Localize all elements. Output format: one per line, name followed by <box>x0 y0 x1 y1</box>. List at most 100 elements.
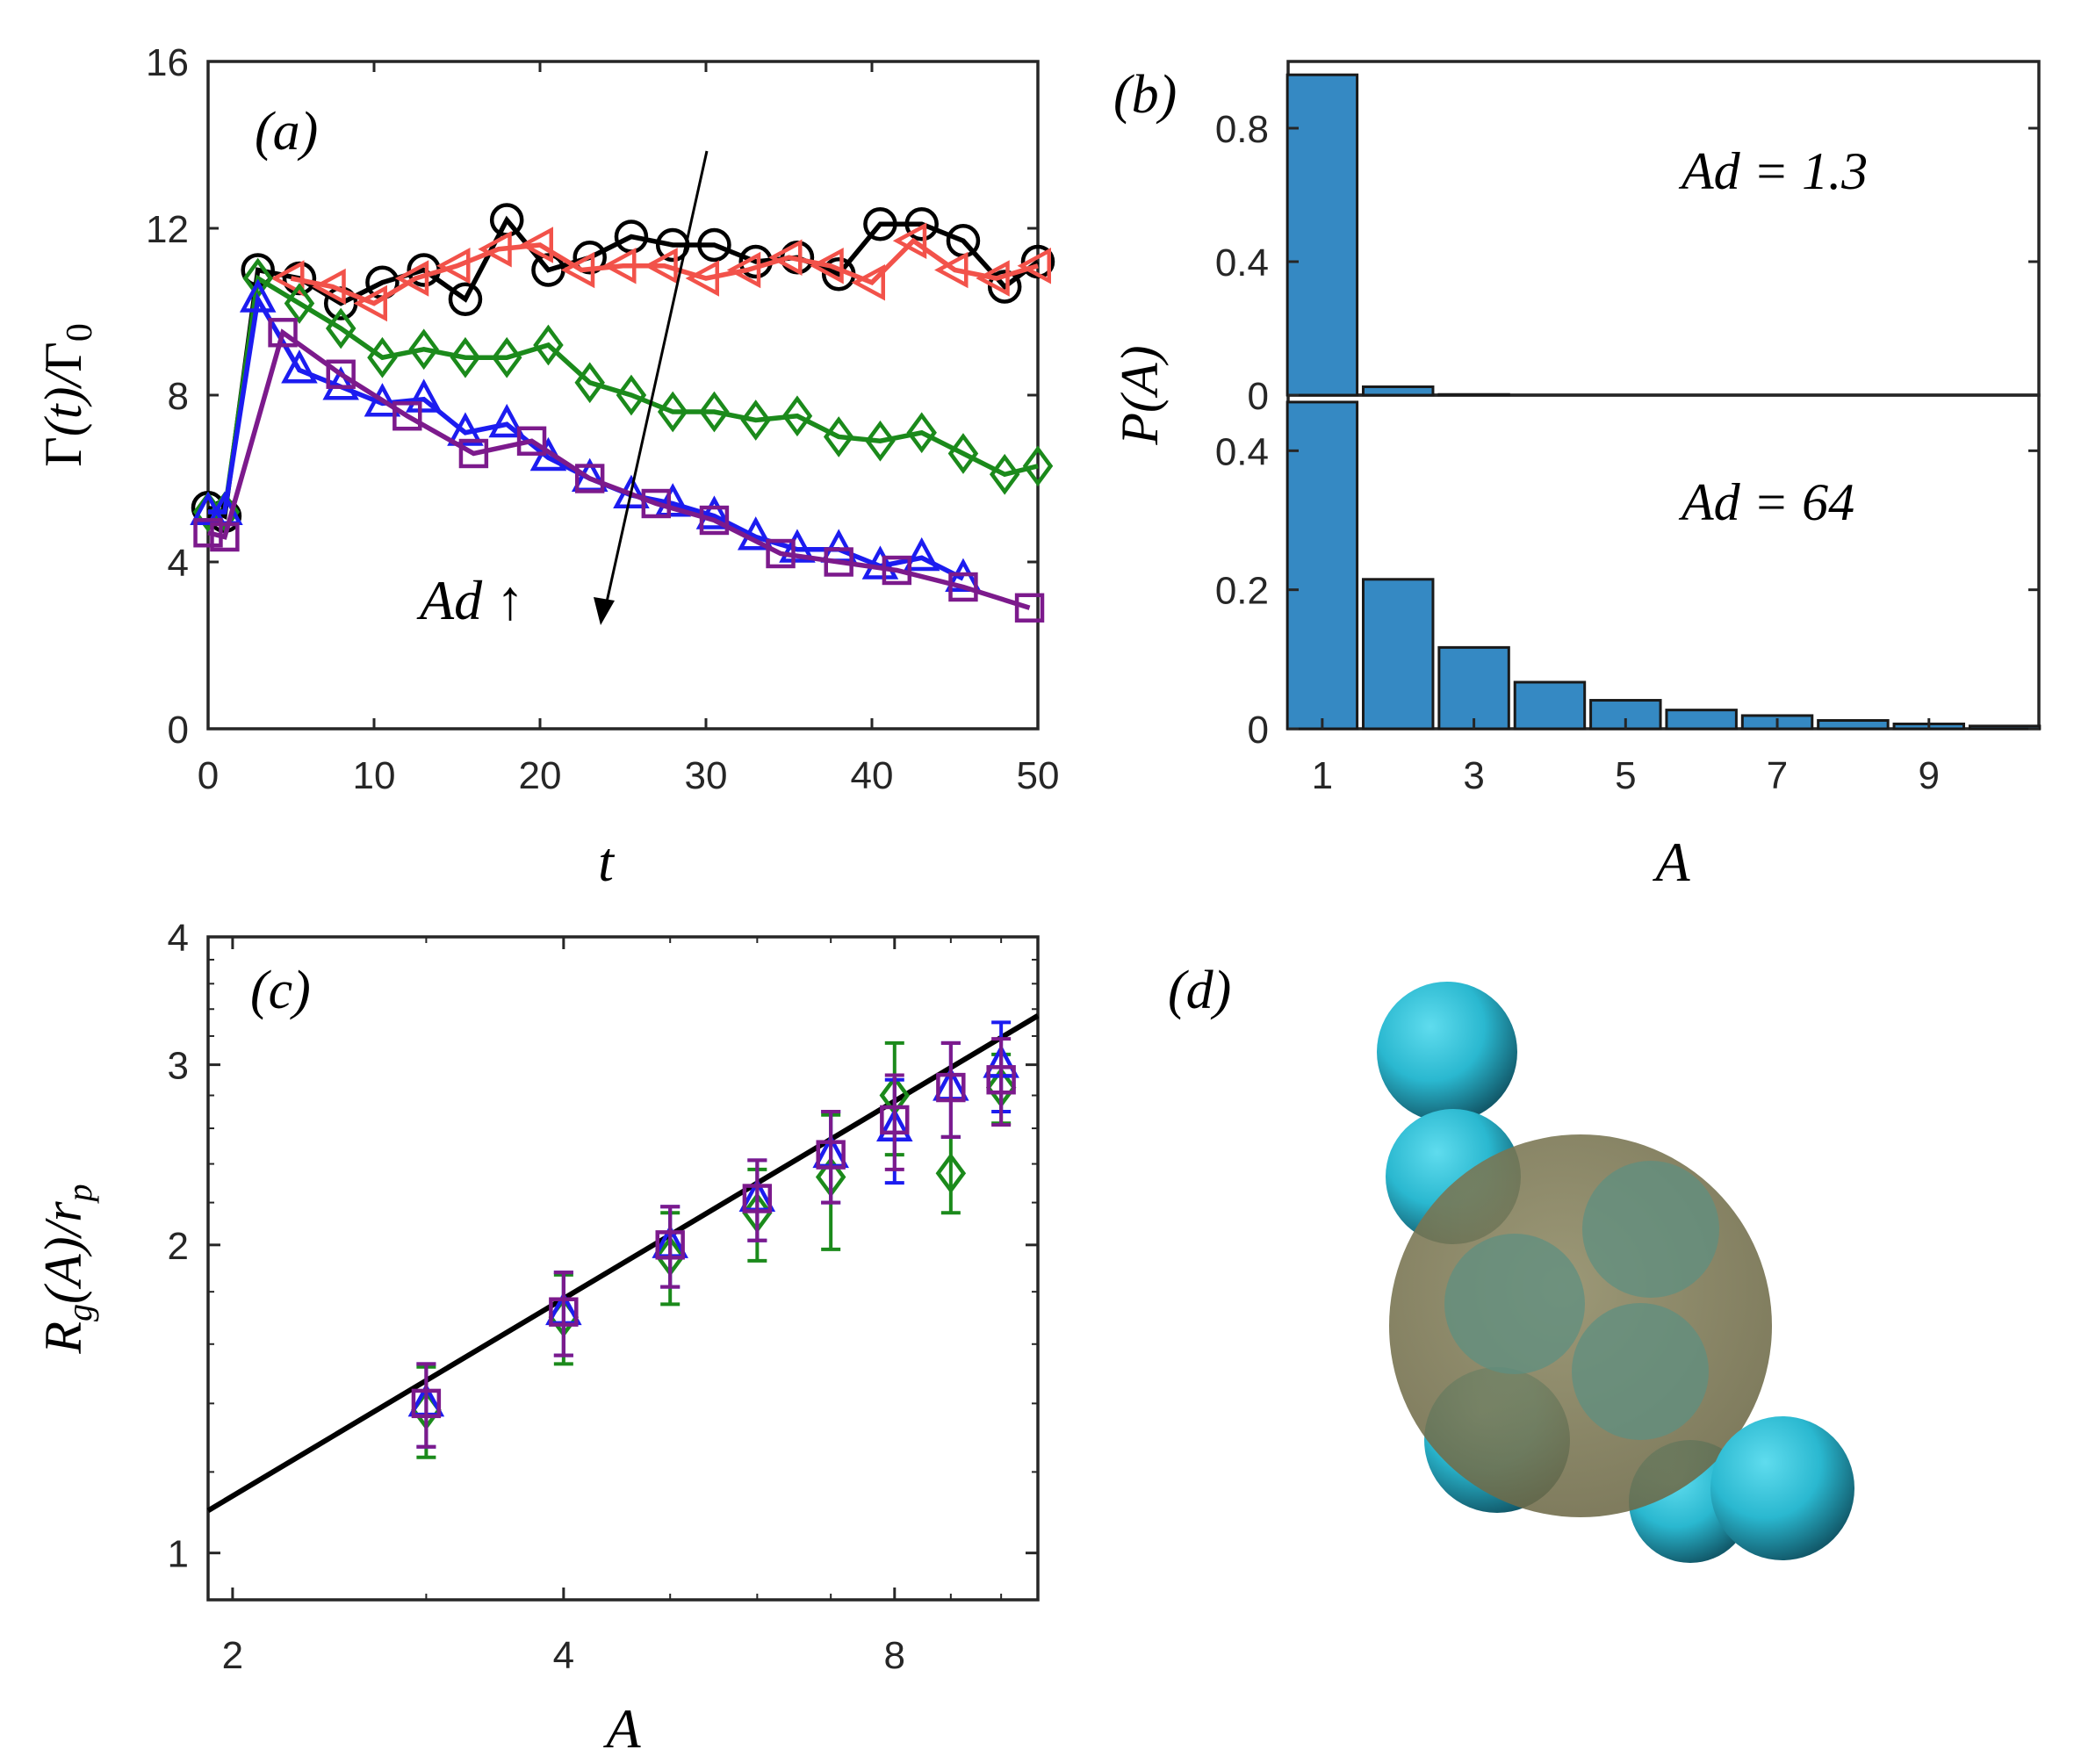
panel-a-annotation: Ad ↑ <box>416 569 524 631</box>
data-point-triangle-left <box>394 260 429 297</box>
data-point-triangle-left <box>519 227 553 263</box>
histogram-bar <box>1285 73 1359 397</box>
panel-a-ticks: 0 10 20 30 40 50 0 4 8 12 16 <box>146 41 1059 797</box>
data-point-diamond <box>781 395 813 437</box>
data-point-square <box>880 1105 910 1135</box>
data-point-triangle-up <box>903 536 940 572</box>
y-tick-label: 8 <box>168 375 189 418</box>
data-point-triangle-left <box>976 260 1010 297</box>
data-point-diamond <box>325 307 356 349</box>
panel-b-top-axes-box <box>1286 60 2041 397</box>
data-point-diamond <box>989 453 1020 495</box>
panel-b-bars <box>1285 73 2042 731</box>
data-point-square <box>1014 593 1045 623</box>
panel-b-label: (b) <box>1113 65 1177 125</box>
y-tick-label: 0 <box>1248 375 1269 418</box>
power-law-fit-line <box>206 1013 1040 1514</box>
data-point-triangle-up <box>281 349 318 384</box>
y-tick-label: 4 <box>168 542 189 585</box>
panel-a-arrow-head <box>594 597 615 625</box>
series-line <box>207 328 1031 610</box>
panel-c-ylabel: Rg(A)/rp <box>34 1184 99 1354</box>
panel-d-cluster-render: (d) <box>1168 961 1854 1563</box>
y-tick-label: 1 <box>168 1533 189 1576</box>
data-point-triangle-left <box>768 239 803 277</box>
data-point-diamond <box>1022 445 1054 487</box>
data-point-square <box>766 538 796 569</box>
panel-a-xlabel: t <box>598 831 616 893</box>
data-point-triangle-up <box>861 545 899 580</box>
data-point-circle <box>863 207 897 241</box>
particle-sphere <box>1572 1303 1709 1440</box>
series-line <box>208 274 1039 515</box>
data-point-triangle-up <box>447 412 484 446</box>
y-tick-label: 0.8 <box>1215 108 1269 151</box>
data-point-circle <box>655 227 690 263</box>
x-tick-label: 0 <box>198 754 219 797</box>
data-point-square <box>193 518 223 548</box>
data-point-triangle-up <box>820 529 857 563</box>
data-point-circle <box>904 207 939 241</box>
data-point-triangle-left <box>1017 247 1051 284</box>
panel-b-ticks: 0 0.4 0.8 0 0.2 0.4 1 3 5 7 9 <box>1215 108 2039 797</box>
particle-sphere <box>1710 1416 1854 1560</box>
panel-b-bar-chart: 0 0.4 0.8 0 0.2 0.4 1 3 5 7 9 (b) Ad = 1.3 Ad = 64… <box>1111 60 2042 893</box>
data-point-diamond <box>865 420 896 462</box>
data-point-diamond <box>935 1152 967 1194</box>
data-point-circle <box>987 270 1022 304</box>
data-point-diamond <box>823 416 854 457</box>
panel-c-fit <box>206 1013 1040 1514</box>
data-point-triangle-left <box>892 222 927 260</box>
data-point-circle <box>697 227 731 263</box>
data-point-triangle-left <box>685 260 719 297</box>
data-point-triangle-up <box>405 378 443 413</box>
panel-c-xlabel: A <box>602 1697 641 1760</box>
x-tick-label: 30 <box>685 754 728 797</box>
data-point-square <box>268 318 298 348</box>
panel-a-label: (a) <box>255 102 318 162</box>
data-point-square <box>742 1184 773 1213</box>
particle-sphere <box>1582 1161 1719 1298</box>
histogram-bar <box>1362 385 1435 397</box>
panel-a-arrow-shaft <box>604 150 709 607</box>
x-tick-label: 5 <box>1615 754 1636 797</box>
data-point-diamond <box>740 400 771 441</box>
data-point-diamond <box>408 328 439 371</box>
panel-d-label: (d) <box>1168 961 1231 1020</box>
data-point-diamond <box>450 336 481 378</box>
data-point-diamond <box>367 336 398 378</box>
histogram-bar <box>1437 392 1510 397</box>
panel-a-line-chart: 0 10 20 30 40 50 0 4 8 12 16 (a) Ad ↑ t Γ(t)/Γ0 <box>34 41 1059 893</box>
data-point-square <box>516 426 547 456</box>
x-tick-label: 1 <box>1312 754 1333 797</box>
data-point-triangle-left <box>851 263 885 301</box>
histogram-bar <box>1437 645 1510 731</box>
histogram-bar <box>1362 578 1435 731</box>
data-point-square <box>936 1072 966 1103</box>
data-point-diamond <box>616 374 647 416</box>
data-point-diamond <box>657 391 688 433</box>
data-point-triangle-up <box>364 383 401 417</box>
panel-b-annotation-bottom: Ad = 64 <box>1678 473 1854 531</box>
y-tick-label: 0.2 <box>1215 570 1269 613</box>
data-point-triangle-left <box>353 284 387 322</box>
y-tick-label: 0.4 <box>1215 430 1269 473</box>
data-point-diamond <box>491 336 522 378</box>
y-tick-label: 16 <box>146 41 189 84</box>
x-tick-label: 50 <box>1017 754 1060 797</box>
data-point-square <box>655 1230 685 1260</box>
data-point-triangle-left <box>478 230 512 268</box>
data-point-diamond <box>533 324 564 366</box>
data-point-triangle-up <box>322 366 359 400</box>
data-point-square <box>210 522 240 552</box>
y-tick-label: 3 <box>168 1045 189 1088</box>
panel-b-annotation-top: Ad = 1.3 <box>1678 142 1868 200</box>
data-point-triangle-up <box>695 495 733 529</box>
panel-c-series <box>407 1020 1019 1459</box>
data-point-circle <box>573 241 607 275</box>
panel-b-ylabel: P(A) <box>1111 345 1169 445</box>
panel-b-xlabel: A <box>1652 831 1690 893</box>
data-point-circle <box>448 282 483 316</box>
